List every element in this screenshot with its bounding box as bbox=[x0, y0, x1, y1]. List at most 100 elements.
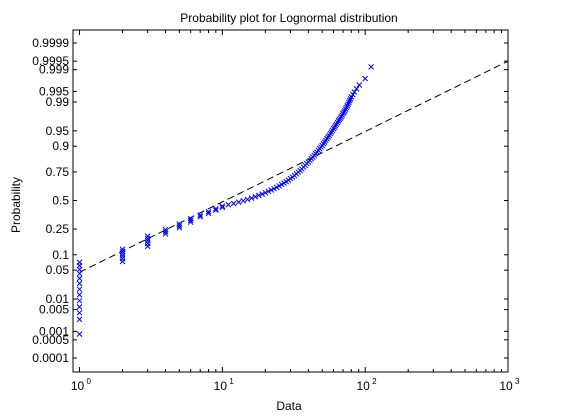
data-point bbox=[119, 248, 126, 255]
data-point bbox=[344, 102, 351, 109]
data-point-stroke bbox=[119, 250, 126, 257]
data-point-stroke bbox=[144, 238, 151, 244]
data-point bbox=[76, 270, 83, 277]
data-point-stroke bbox=[76, 316, 83, 323]
data-point-stroke bbox=[144, 235, 151, 242]
x-tick-label: 10 bbox=[214, 379, 228, 393]
data-point-stroke bbox=[262, 189, 269, 196]
x-tick-exponent: 1 bbox=[229, 377, 234, 386]
data-point-stroke bbox=[346, 99, 352, 106]
data-point bbox=[76, 331, 83, 338]
x-axis-label: Data bbox=[276, 399, 302, 413]
data-point bbox=[212, 207, 219, 213]
data-point bbox=[343, 104, 350, 111]
data-point-stroke bbox=[351, 89, 358, 95]
y-tick-label: 0.25 bbox=[46, 222, 70, 236]
data-point bbox=[350, 91, 356, 98]
data-point bbox=[240, 197, 247, 204]
data-point-stroke bbox=[362, 75, 369, 82]
data-point bbox=[162, 226, 169, 233]
x-tick-exponent: 0 bbox=[87, 377, 92, 386]
data-point bbox=[205, 208, 212, 215]
data-point bbox=[144, 235, 151, 242]
data-point bbox=[76, 275, 83, 282]
data-point-stroke bbox=[162, 226, 169, 233]
data-point-stroke bbox=[76, 259, 83, 266]
data-point bbox=[351, 89, 358, 95]
y-tick-label: 0.0001 bbox=[32, 351, 69, 365]
y-tick-label: 0.999 bbox=[39, 63, 69, 77]
data-point bbox=[187, 215, 194, 222]
data-point-stroke bbox=[119, 255, 126, 262]
data-point bbox=[259, 191, 266, 197]
data-point-stroke bbox=[368, 63, 374, 70]
data-point-stroke bbox=[119, 248, 126, 255]
data-point-stroke bbox=[248, 195, 255, 202]
data-point-stroke bbox=[343, 104, 350, 111]
data-point-stroke bbox=[219, 203, 226, 209]
data-point-stroke bbox=[187, 217, 194, 224]
data-point bbox=[197, 213, 204, 220]
data-point-stroke bbox=[344, 102, 351, 109]
data-point bbox=[362, 75, 369, 82]
data-point bbox=[346, 99, 352, 106]
x-tick-label: 10 bbox=[499, 379, 513, 393]
data-point-stroke bbox=[212, 207, 219, 213]
data-point-stroke bbox=[197, 212, 204, 218]
data-point-stroke bbox=[225, 201, 232, 208]
data-point-stroke bbox=[244, 196, 251, 203]
data-point bbox=[248, 195, 255, 202]
y-tick-label: 0.9999 bbox=[32, 36, 69, 50]
y-tick-label: 0.5 bbox=[52, 194, 69, 208]
y-tick-label: 0.9995 bbox=[32, 54, 69, 68]
data-point-stroke bbox=[76, 304, 83, 310]
data-point bbox=[176, 222, 183, 229]
data-point-stroke bbox=[219, 204, 226, 211]
data-point bbox=[162, 228, 169, 235]
data-point bbox=[144, 233, 151, 239]
data-point-stroke bbox=[339, 112, 346, 119]
data-point bbox=[230, 200, 237, 207]
x-tick-exponent: 2 bbox=[372, 377, 377, 386]
y-tick-label: 0.1 bbox=[52, 248, 69, 262]
data-point-stroke bbox=[342, 106, 349, 113]
y-tick-label: 0.05 bbox=[46, 263, 70, 277]
data-point bbox=[345, 101, 352, 108]
data-point-stroke bbox=[235, 199, 242, 205]
y-tick-label: 0.005 bbox=[39, 303, 69, 317]
data-point bbox=[368, 63, 374, 70]
data-point-stroke bbox=[76, 270, 83, 277]
data-point bbox=[76, 259, 83, 266]
data-point bbox=[162, 231, 169, 237]
data-point bbox=[76, 309, 83, 316]
data-point bbox=[197, 212, 204, 218]
data-point bbox=[255, 192, 262, 199]
y-tick-label: 0.99 bbox=[46, 95, 70, 109]
data-point bbox=[265, 188, 272, 195]
data-point bbox=[341, 107, 348, 114]
data-point bbox=[346, 97, 353, 104]
y-tick-label: 0.75 bbox=[46, 165, 70, 179]
data-point bbox=[76, 297, 83, 304]
data-point-stroke bbox=[205, 210, 212, 217]
data-point-stroke bbox=[119, 253, 126, 259]
data-point-stroke bbox=[176, 222, 183, 229]
data-point-stroke bbox=[356, 82, 363, 88]
data-point-stroke bbox=[212, 205, 219, 212]
x-tick-label: 10 bbox=[356, 379, 370, 393]
data-point-stroke bbox=[230, 200, 237, 207]
data-point bbox=[353, 86, 360, 92]
data-point bbox=[339, 112, 346, 119]
data-point bbox=[356, 82, 363, 88]
data-point bbox=[76, 286, 83, 293]
data-point-stroke bbox=[240, 197, 247, 204]
y-axis-label: Probability bbox=[9, 177, 23, 233]
data-point bbox=[262, 189, 269, 196]
data-point-stroke bbox=[265, 188, 272, 195]
data-point-stroke bbox=[259, 191, 266, 197]
data-point bbox=[219, 204, 226, 211]
data-point bbox=[119, 253, 126, 259]
